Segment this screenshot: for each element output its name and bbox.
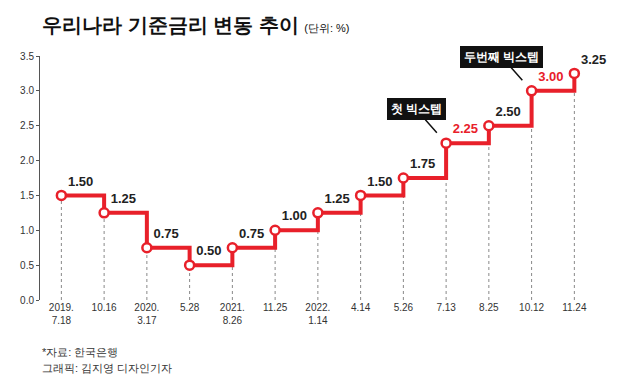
svg-text:2.0: 2.0 — [20, 155, 34, 166]
svg-text:3.25: 3.25 — [581, 52, 606, 67]
svg-text:4.14: 4.14 — [351, 302, 371, 313]
svg-text:7.13: 7.13 — [436, 302, 456, 313]
svg-text:첫 빅스텝: 첫 빅스텝 — [391, 102, 442, 116]
svg-text:0.50: 0.50 — [196, 243, 221, 258]
svg-text:5.28: 5.28 — [180, 302, 200, 313]
svg-text:5.26: 5.26 — [394, 302, 414, 313]
svg-text:11.25: 11.25 — [263, 302, 288, 313]
svg-text:2019.7.18: 2019.7.18 — [49, 302, 74, 326]
svg-text:1.25: 1.25 — [111, 191, 136, 206]
svg-text:그래픽: 김지영 디자인기자: 그래픽: 김지영 디자인기자 — [42, 362, 172, 374]
svg-text:2.5: 2.5 — [20, 120, 34, 131]
svg-text:2.25: 2.25 — [453, 121, 478, 136]
svg-text:1.0: 1.0 — [20, 225, 34, 236]
svg-text:우리나라 기준금리 변동 추이 (단위: %): 우리나라 기준금리 변동 추이 (단위: %) — [42, 14, 349, 36]
svg-text:1.00: 1.00 — [282, 208, 307, 223]
svg-text:0.75: 0.75 — [239, 226, 264, 241]
svg-text:2022.1.14: 2022.1.14 — [305, 302, 330, 326]
svg-text:11.24: 11.24 — [562, 302, 587, 313]
svg-text:1.50: 1.50 — [68, 174, 93, 189]
svg-text:3.00: 3.00 — [538, 69, 563, 84]
svg-text:1.50: 1.50 — [367, 174, 392, 189]
svg-text:1.5: 1.5 — [20, 190, 34, 201]
svg-text:0.75: 0.75 — [153, 226, 178, 241]
svg-text:3.5: 3.5 — [20, 51, 34, 62]
svg-text:10.16: 10.16 — [92, 302, 117, 313]
svg-text:10.12: 10.12 — [519, 302, 544, 313]
svg-text:2.50: 2.50 — [495, 104, 520, 119]
svg-text:2021.8.26: 2021.8.26 — [220, 302, 245, 326]
svg-text:0.0: 0.0 — [20, 295, 34, 306]
svg-text:0.5: 0.5 — [20, 260, 34, 271]
svg-text:8.25: 8.25 — [479, 302, 499, 313]
svg-text:두번째 빅스텝: 두번째 빅스텝 — [464, 50, 539, 64]
svg-text:3.0: 3.0 — [20, 85, 34, 96]
svg-text:1.75: 1.75 — [410, 156, 435, 171]
svg-text:1.25: 1.25 — [324, 191, 349, 206]
svg-text:*자료: 한국은행: *자료: 한국은행 — [42, 346, 118, 358]
svg-text:2020.3.17: 2020.3.17 — [134, 302, 159, 326]
